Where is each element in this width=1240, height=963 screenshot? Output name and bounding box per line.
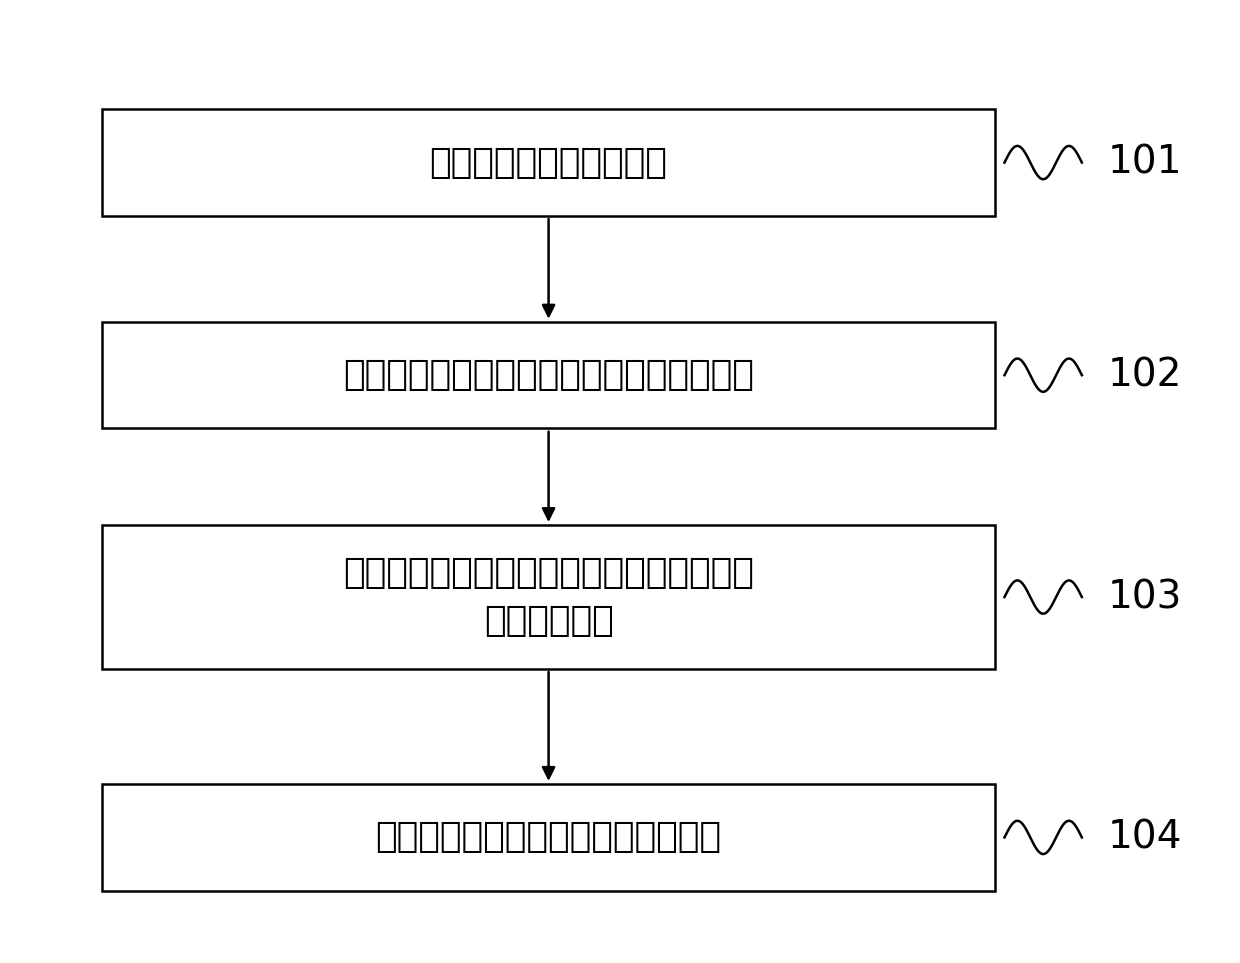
Text: 104: 104 xyxy=(1109,819,1183,856)
Bar xyxy=(102,322,994,429)
Text: 根据预设接口从请求信息中过滤出埋点数据: 根据预设接口从请求信息中过滤出埋点数据 xyxy=(343,358,754,392)
Text: 根据校验信息获得埋点触发状态结果: 根据校验信息获得埋点触发状态结果 xyxy=(376,820,722,854)
Bar xyxy=(102,110,994,216)
Bar xyxy=(102,526,994,668)
Text: 获取测试页面的请求信息: 获取测试页面的请求信息 xyxy=(429,145,667,179)
Bar xyxy=(102,784,994,891)
Text: 102: 102 xyxy=(1109,356,1183,394)
Text: 103: 103 xyxy=(1109,578,1183,616)
Text: 将埋点数据与预设的埋点需求文档进行对比
获得校验信息: 将埋点数据与预设的埋点需求文档进行对比 获得校验信息 xyxy=(343,557,754,638)
Text: 101: 101 xyxy=(1109,143,1183,182)
